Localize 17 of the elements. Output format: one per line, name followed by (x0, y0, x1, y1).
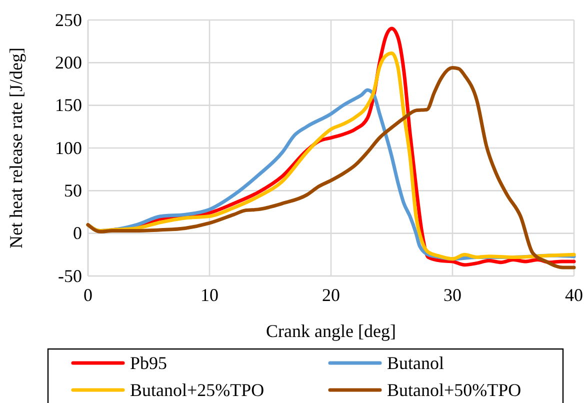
y-tick-label: 50 (64, 180, 82, 200)
y-axis-title: Net heat release rate [J/deg] (6, 48, 26, 248)
x-tick-label: 20 (322, 284, 340, 305)
y-tick-label: 150 (55, 95, 82, 116)
y-tick-label: -50 (58, 266, 82, 286)
y-tick-label: 0 (73, 223, 82, 244)
legend-label: Pb95 (130, 353, 168, 373)
x-tick-label: 40 (565, 284, 583, 305)
x-tick-label: 30 (444, 284, 462, 305)
legend-label: Butanol+50%TPO (387, 380, 522, 400)
y-tick-label: 200 (55, 52, 82, 72)
x-axis-title: Crank angle [deg] (266, 321, 396, 341)
legend-label: Butanol (387, 353, 444, 373)
y-tick-label: 250 (55, 10, 82, 30)
legend-label: Butanol+25%TPO (130, 380, 264, 400)
y-tick-label: 100 (55, 138, 82, 158)
x-tick-label: 10 (200, 284, 218, 305)
